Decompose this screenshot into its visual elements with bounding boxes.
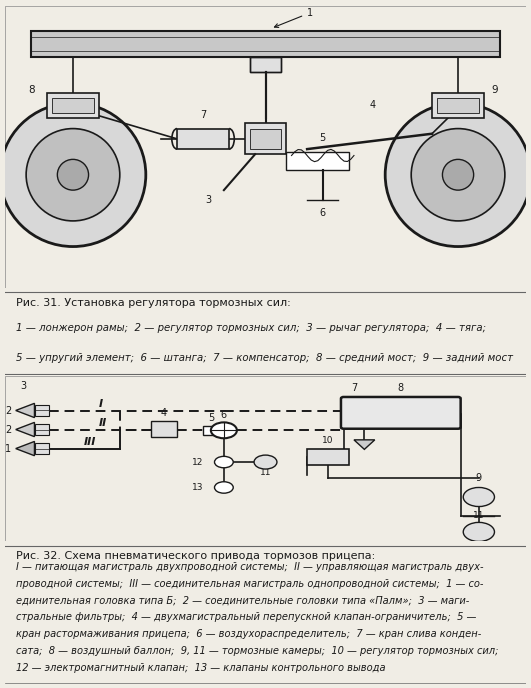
Text: 4: 4 (370, 100, 376, 110)
Text: Рис. 32. Схема пневматического привода тормозов прицепа:: Рис. 32. Схема пневматического привода т… (16, 551, 375, 561)
Polygon shape (16, 422, 35, 437)
Bar (36, 405, 48, 416)
Text: Рис. 31. Установка регулятора тормозных сил:: Рис. 31. Установка регулятора тормозных … (16, 297, 290, 308)
Text: 9: 9 (491, 85, 498, 95)
Bar (151, 421, 177, 437)
Text: кран растормаживания прицепа;  6 — воздухораспределитель;  7 — кран слива конден: кран растормаживания прицепа; 6 — воздух… (16, 630, 481, 639)
Text: 5 — упругий элемент;  6 — штанга;  7 — компенсатор;  8 — средний мост;  9 — задн: 5 — упругий элемент; 6 — штанга; 7 — ком… (16, 354, 513, 363)
Bar (47, 93, 99, 118)
Text: 2: 2 (5, 406, 11, 416)
Text: 8: 8 (28, 85, 35, 95)
Bar (203, 426, 219, 435)
Text: стральные фильтры;  4 — двухмагистральный перепускной клапан-ограничитель;  5 —: стральные фильтры; 4 — двухмагистральный… (16, 612, 476, 623)
Text: 11: 11 (260, 468, 271, 477)
Circle shape (215, 482, 233, 493)
Text: проводной системы;  III — соединительная магистраль однопроводной системы;  1 — : проводной системы; III — соединительная … (16, 579, 483, 589)
Text: сата;  8 — воздушный баллон;  9, 11 — тормозные камеры;  10 — регулятор тормозны: сата; 8 — воздушный баллон; 9, 11 — торм… (16, 646, 498, 656)
Circle shape (463, 522, 494, 541)
Text: 9: 9 (476, 473, 482, 483)
Text: 7: 7 (351, 383, 357, 393)
Bar (245, 123, 286, 154)
Text: 4: 4 (161, 408, 167, 418)
Circle shape (254, 455, 277, 469)
Text: I — питающая магистраль двухпроводной системы;  II — управляющая магистраль двух: I — питающая магистраль двухпроводной си… (16, 562, 483, 572)
Circle shape (411, 129, 505, 221)
Text: 1: 1 (275, 8, 313, 28)
Polygon shape (16, 442, 35, 455)
Text: 6: 6 (221, 409, 227, 420)
Bar (177, 129, 229, 149)
Circle shape (215, 456, 233, 468)
Bar (286, 151, 349, 170)
Text: 13: 13 (192, 483, 203, 492)
Text: 7: 7 (200, 110, 206, 120)
Bar (52, 98, 94, 114)
Bar (36, 443, 48, 454)
Polygon shape (354, 440, 375, 449)
Text: единительная головка типа Б;  2 — соединительные головки типа «Палм»;  3 — маги-: единительная головка типа Б; 2 — соедини… (16, 596, 469, 605)
Text: 1: 1 (5, 444, 11, 453)
Text: 2: 2 (5, 424, 11, 435)
Polygon shape (16, 403, 35, 418)
Bar (437, 98, 479, 114)
FancyBboxPatch shape (341, 397, 461, 429)
Circle shape (463, 488, 494, 506)
Text: 12: 12 (192, 458, 203, 466)
Bar (250, 129, 281, 149)
Circle shape (57, 160, 89, 190)
Text: 12 — электромагнитный клапан;  13 — клапаны контрольного вывода: 12 — электромагнитный клапан; 13 — клапа… (16, 663, 385, 673)
Text: 8: 8 (398, 383, 404, 393)
Bar (36, 424, 48, 435)
Text: 1 — лонжерон рамы;  2 — регулятор тормозных сил;  3 — рычаг регулятора;  4 — тяг: 1 — лонжерон рамы; 2 — регулятор тормозн… (16, 323, 486, 334)
Circle shape (385, 103, 531, 246)
Circle shape (26, 129, 120, 221)
Text: 5: 5 (320, 133, 326, 143)
Bar (307, 449, 349, 465)
Text: 10: 10 (322, 436, 333, 445)
Circle shape (211, 422, 237, 438)
Text: 11: 11 (473, 510, 485, 519)
Text: 3: 3 (205, 195, 211, 205)
Text: II: II (99, 418, 107, 427)
Circle shape (0, 103, 146, 246)
Text: I: I (99, 398, 103, 409)
Text: III: III (83, 437, 96, 447)
Bar (31, 31, 500, 57)
Bar (250, 57, 281, 72)
Text: 3: 3 (21, 381, 27, 391)
Text: 5: 5 (208, 413, 214, 423)
Circle shape (442, 160, 474, 190)
Bar (432, 93, 484, 118)
Text: 6: 6 (320, 208, 326, 218)
